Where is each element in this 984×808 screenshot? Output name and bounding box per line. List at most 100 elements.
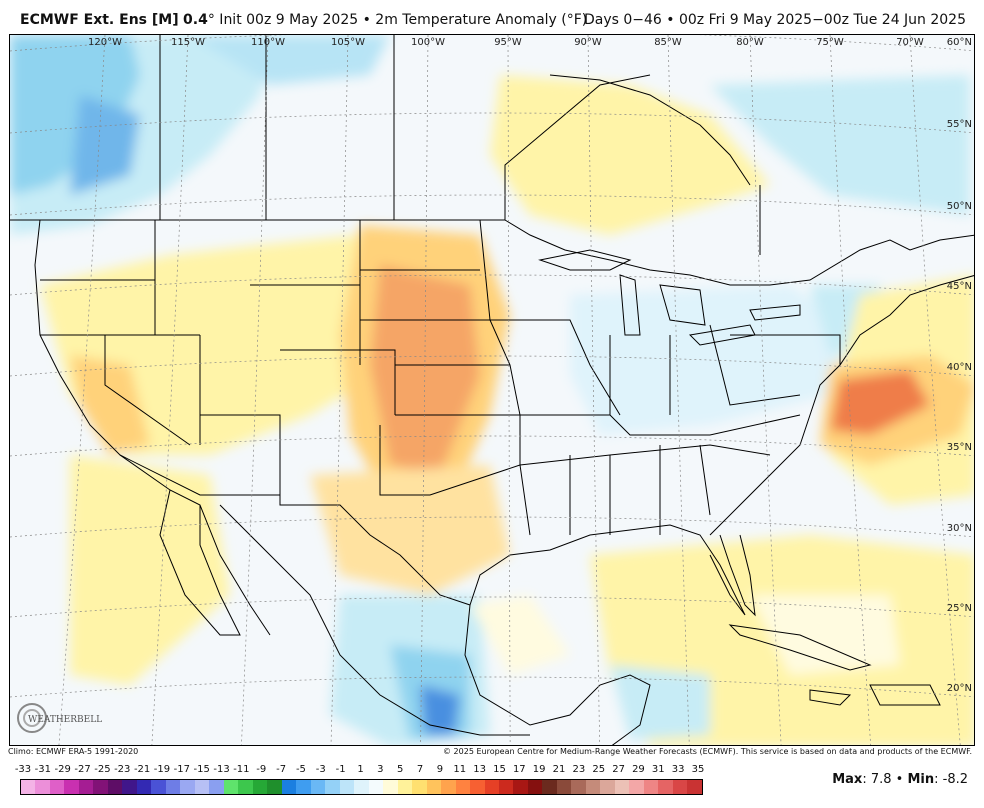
min-label: Min xyxy=(907,772,935,787)
weatherbell-logo: WEATHERBELL xyxy=(14,696,102,740)
parallel-line xyxy=(10,274,974,296)
parallel-line xyxy=(10,35,974,52)
scale-label: 19 xyxy=(532,764,546,775)
meridian-line xyxy=(330,35,349,745)
max-value: : 7.8 • xyxy=(862,772,908,787)
scale-label: 7 xyxy=(416,764,424,775)
latitude-label: 20°N xyxy=(947,683,972,694)
scale-label: 9 xyxy=(436,764,444,775)
scale-swatch xyxy=(35,780,50,794)
scale-label: -15 xyxy=(193,764,210,775)
latitude-label: 45°N xyxy=(947,281,972,292)
parallel-line xyxy=(10,676,974,698)
meridian-line xyxy=(241,35,269,745)
gulf-coast xyxy=(469,524,746,616)
cool-area-yucatan xyxy=(610,665,710,740)
scale-swatch xyxy=(672,780,688,794)
scale-label: 31 xyxy=(651,764,665,775)
lake-huron xyxy=(659,284,706,326)
us-canada-border-east xyxy=(504,219,974,286)
longitude-label: 90°W xyxy=(574,37,602,48)
scale-label: 21 xyxy=(552,764,566,775)
scale-label: -25 xyxy=(94,764,111,775)
longitude-label: 110°W xyxy=(251,37,285,48)
scale-swatch xyxy=(223,780,239,794)
max-min-stats: Max: 7.8 • Min: -8.2 xyxy=(832,772,968,787)
latitude-label: 25°N xyxy=(947,603,972,614)
scale-bar xyxy=(20,779,703,795)
scale-swatch xyxy=(122,780,137,794)
longitude-label: 120°W xyxy=(88,37,122,48)
scale-label: -1 xyxy=(335,764,346,775)
us-mexico-border xyxy=(119,454,471,606)
scale-swatch xyxy=(267,780,282,794)
latitude-label: 35°N xyxy=(947,442,972,453)
longitude-label: 85°W xyxy=(654,37,682,48)
scale-swatch xyxy=(600,780,615,794)
parallel-line xyxy=(10,112,974,134)
scale-label: -33 xyxy=(14,764,32,775)
cuba xyxy=(728,624,872,671)
jamaica xyxy=(809,689,852,706)
state-line-mn-ia-mo xyxy=(479,219,531,536)
forecast-range: Days 0−46 • 00z Fri 9 May 2025−00z Tue 2… xyxy=(583,12,966,28)
anomaly-field xyxy=(10,35,974,745)
cool-area-mexico-deep xyxy=(420,685,460,735)
scale-swatch xyxy=(238,780,253,794)
chart-header: ECMWF Ext. Ens [M] 0.4° Init 00z 9 May 2… xyxy=(0,0,984,34)
scale-label: 1 xyxy=(357,764,364,775)
meridian-line xyxy=(507,35,511,745)
longitude-label: 105°W xyxy=(331,37,365,48)
scale-swatch xyxy=(687,780,702,794)
warm-area-atlantic-hot xyxy=(830,370,930,435)
neutral-area-gulf xyxy=(470,595,570,675)
state-line-tn-ky xyxy=(520,414,801,436)
baja-peninsula xyxy=(159,489,241,636)
scale-swatch xyxy=(542,780,557,794)
meridian-line xyxy=(151,35,189,745)
scale-swatch xyxy=(252,780,268,794)
scale-swatch xyxy=(194,780,210,794)
latitude-labels: 60°N 55°N 50°N 45°N 40°N 35°N 30°N 25°N 20°N xyxy=(947,37,972,694)
meridian-line xyxy=(829,35,872,745)
scale-label: -23 xyxy=(114,764,131,775)
state-line-ca-nv xyxy=(104,335,191,446)
hispaniola xyxy=(869,684,941,706)
scale-swatch xyxy=(470,780,485,794)
warm-area-canada xyxy=(490,75,770,235)
scale-label: -5 xyxy=(295,764,306,775)
scale-label: 33 xyxy=(671,764,685,775)
meridian-line xyxy=(420,35,429,745)
longitude-labels: 120°W 115°W 110°W 105°W 100°W 95°W 90°W 85°W 80°… xyxy=(88,37,924,48)
scale-label: 35 xyxy=(691,764,705,775)
scale-swatch xyxy=(136,780,152,794)
header-title: ECMWF Ext. Ens [M] 0.4° Init 00z 9 May 2… xyxy=(20,12,587,28)
scale-swatch xyxy=(484,780,499,794)
scale-label: -17 xyxy=(173,764,190,775)
scale-label: 11 xyxy=(453,764,467,775)
scale-swatch xyxy=(78,780,94,794)
scale-swatch xyxy=(441,780,456,794)
warm-area-california xyxy=(70,355,150,455)
scale-label: -31 xyxy=(34,764,52,775)
scale-swatch xyxy=(397,780,413,794)
hudson-bay-coast xyxy=(549,74,751,186)
manitoba-ontario-line xyxy=(504,74,651,220)
scale-swatch xyxy=(658,780,673,794)
scale-swatch xyxy=(151,780,166,794)
parallel-line xyxy=(10,596,974,618)
scale-label: 15 xyxy=(493,764,506,775)
scale-swatch xyxy=(107,780,123,794)
latitude-label: 60°N xyxy=(947,37,972,48)
state-lines-midwest xyxy=(609,324,801,415)
scale-swatch xyxy=(455,780,471,794)
scale-swatch xyxy=(354,780,369,794)
longitude-label: 95°W xyxy=(494,37,522,48)
meridian-line xyxy=(909,35,961,745)
boundaries xyxy=(10,35,974,745)
scale-label: 23 xyxy=(572,764,586,775)
scale-swatch xyxy=(310,780,326,794)
latitude-label: 50°N xyxy=(947,201,972,212)
latitude-label: 40°N xyxy=(947,362,972,373)
map-canvas: 120°W 115°W 110°W 105°W 100°W 95°W 90°W 85°W 80°… xyxy=(10,35,974,745)
